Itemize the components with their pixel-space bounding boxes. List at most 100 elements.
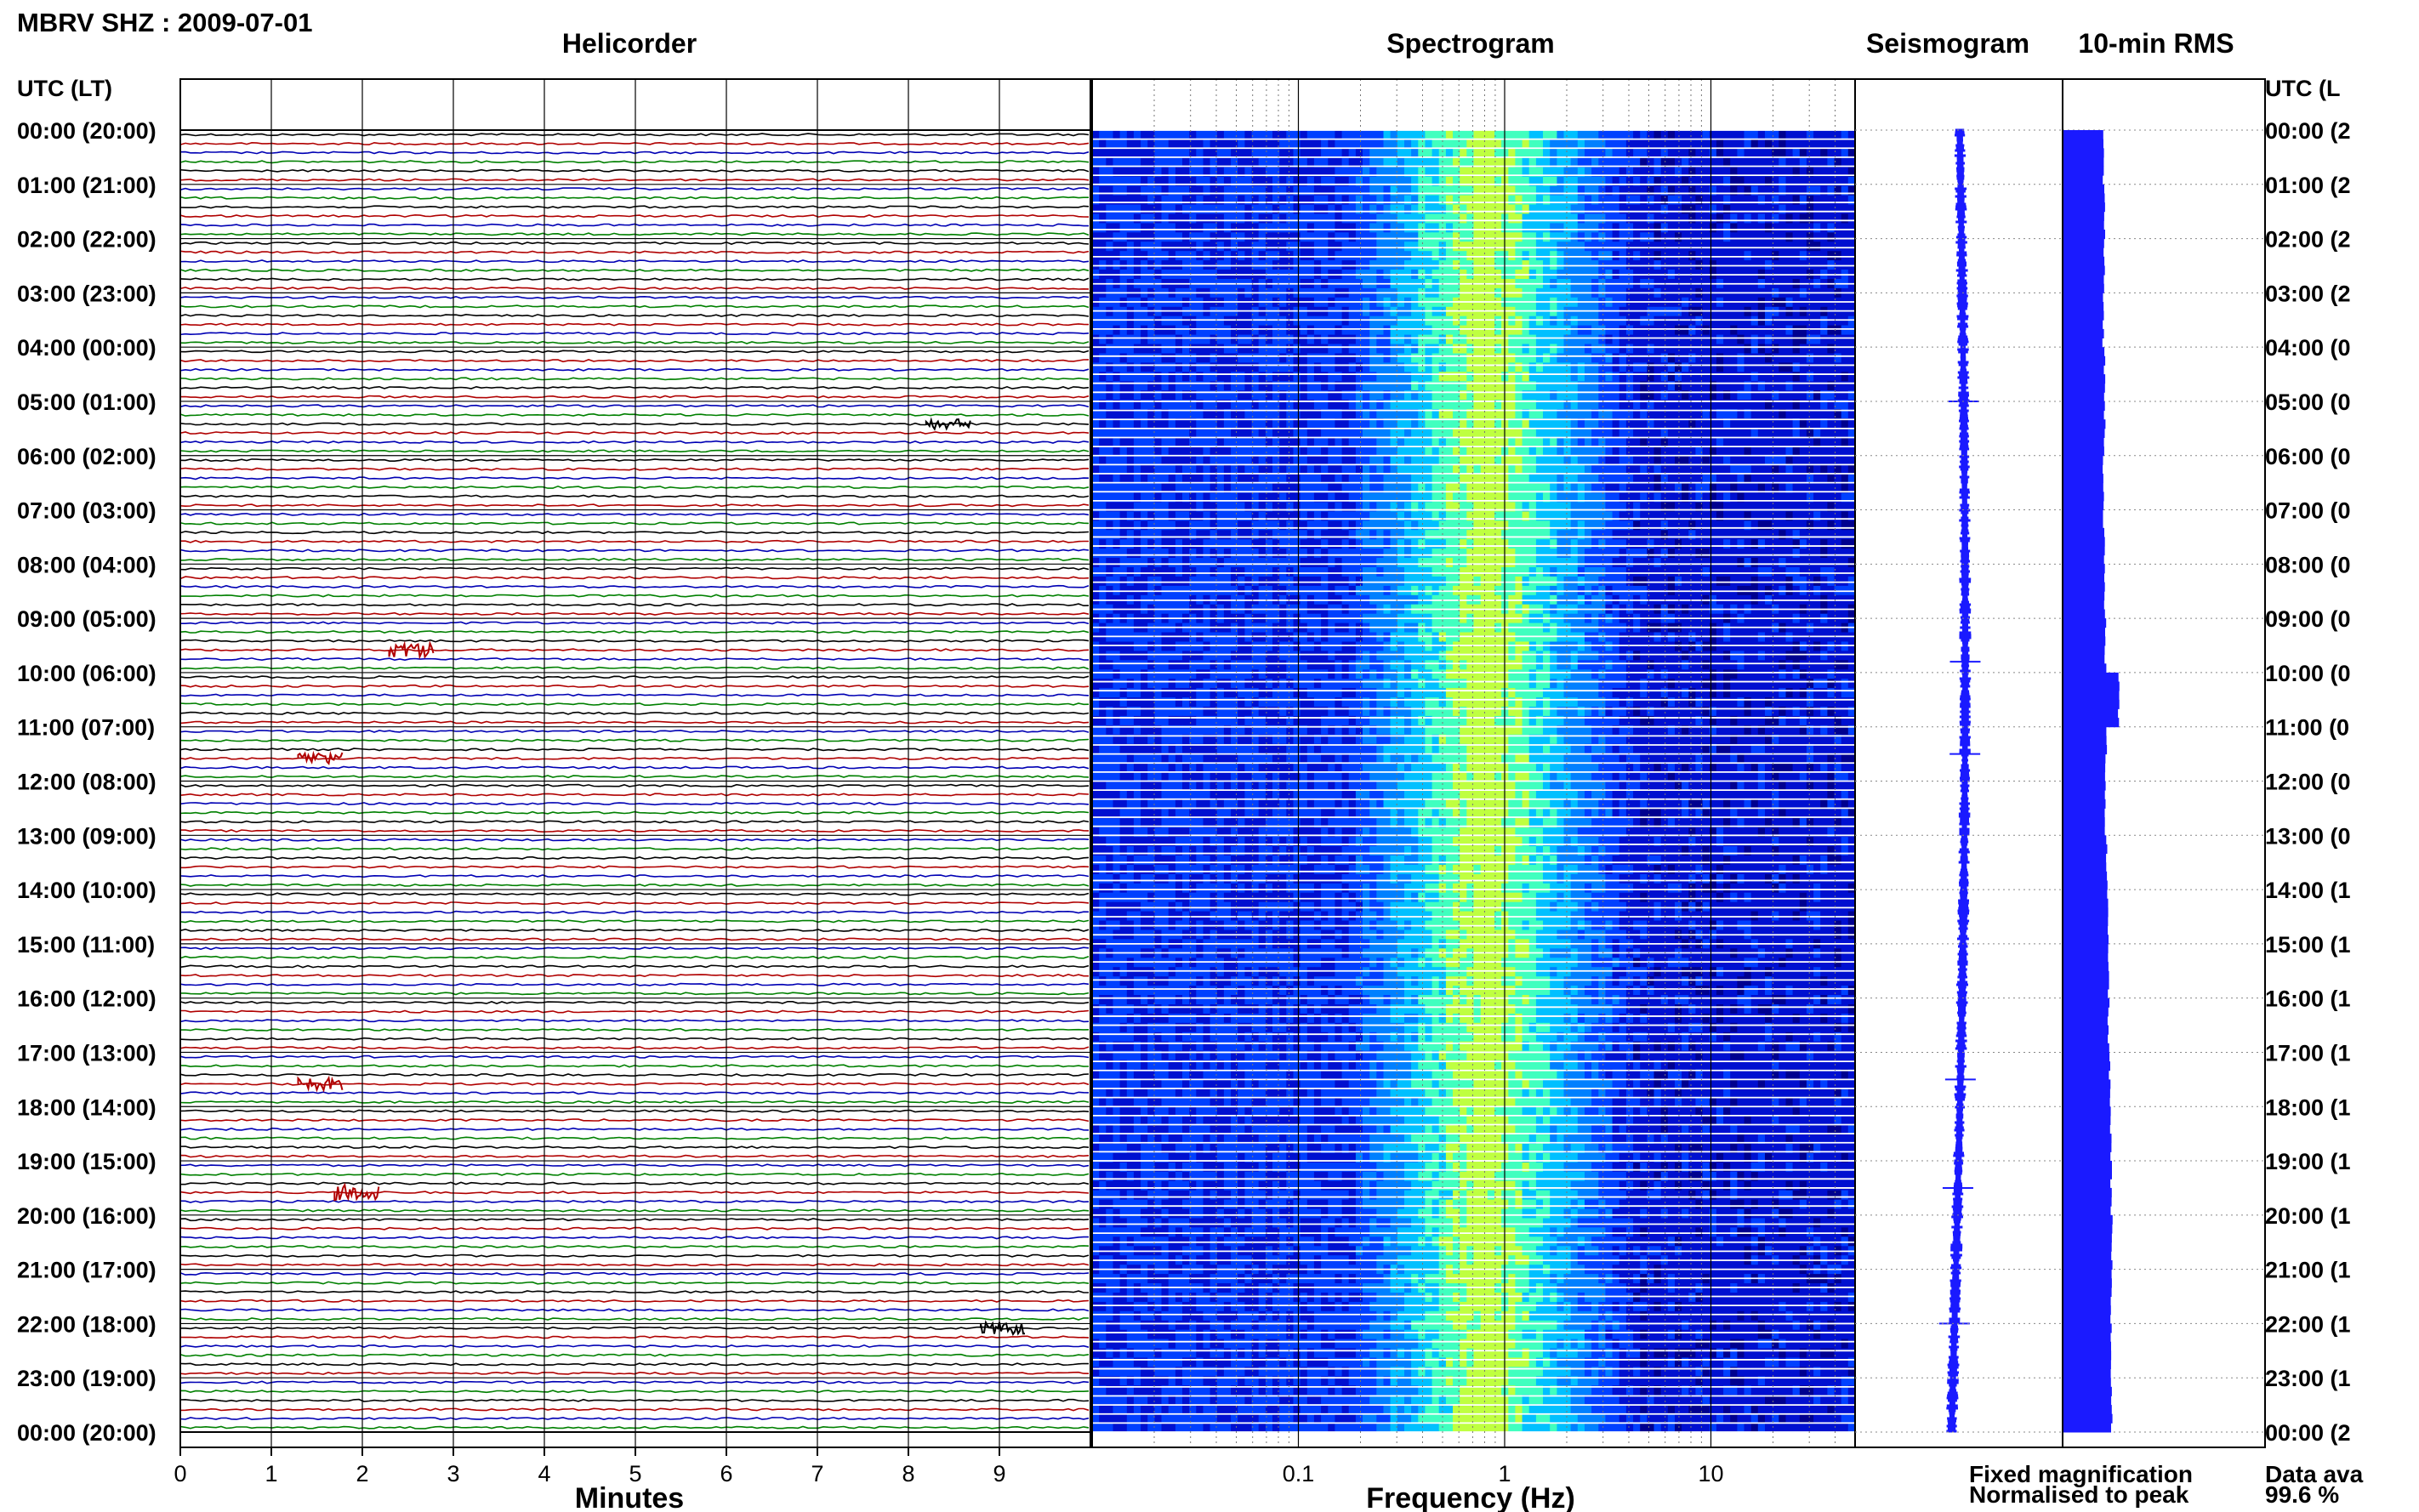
spectrogram-cell [1341, 390, 1350, 401]
spectrogram-cell [1341, 232, 1350, 242]
spectrogram-cell [1508, 390, 1517, 401]
spectrogram-cell [1404, 167, 1412, 178]
spectrogram-cell [1189, 315, 1197, 327]
spectrogram-cell [1300, 464, 1308, 475]
spectrogram-cell [1272, 213, 1280, 224]
spectrogram-cell [1535, 427, 1544, 438]
spectrogram-cell [1480, 195, 1488, 206]
spectrogram-cell [1570, 474, 1579, 485]
spectrogram-cell [1182, 139, 1190, 150]
spectrogram-cell [1827, 530, 1836, 540]
spectrogram-cell [1813, 483, 1821, 494]
spectrogram-cell [1702, 520, 1710, 531]
spectrogram-cell [1348, 520, 1357, 531]
spectrogram-cell [1300, 474, 1308, 485]
spectrogram-cell [1300, 334, 1308, 345]
spectrogram-cell [1730, 372, 1738, 382]
spectrogram-cell [1168, 242, 1176, 252]
spectrogram-cell [1757, 427, 1766, 438]
spectrogram-cell [1682, 213, 1689, 224]
spectrogram-cell [1293, 213, 1301, 224]
spectrogram-cell [1168, 390, 1176, 401]
spectrogram-cell [1189, 157, 1197, 168]
spectrogram-cell [1300, 539, 1308, 549]
spectrogram-cell [1328, 400, 1336, 410]
spectrogram-cell [1425, 474, 1433, 485]
spectrogram-cell [1279, 418, 1287, 429]
spectrogram-cell [1834, 372, 1842, 382]
spectrogram-cell [1258, 362, 1266, 372]
spectrogram-cell [1494, 390, 1502, 401]
spectrogram-cell [1605, 334, 1614, 345]
spectrogram-cell [1369, 176, 1377, 187]
spectrogram-cell [1265, 483, 1273, 494]
spectrogram-cell [1675, 409, 1682, 419]
spectrogram-cell [1535, 176, 1544, 187]
spectrogram-cell [1543, 204, 1551, 214]
spectrogram-cell [1695, 362, 1704, 372]
spectrogram-cell [1557, 213, 1565, 224]
spectrogram-cell [1737, 223, 1745, 233]
spectrogram-cell [1390, 492, 1398, 503]
spectrogram-cell [1647, 315, 1655, 327]
spectrogram-cell [1487, 195, 1495, 206]
spectrogram-cell [1341, 539, 1350, 549]
spectrogram-cell [1827, 390, 1836, 401]
spectrogram-cell [1737, 232, 1745, 242]
spectrogram-cell [1806, 148, 1814, 159]
spectrogram-cell [1515, 483, 1523, 494]
spectrogram-cell [1328, 520, 1336, 531]
spectrogram-cell [1466, 362, 1475, 372]
spectrogram-cell [1702, 474, 1710, 485]
spectrogram-cell [1147, 418, 1155, 429]
spectrogram-cell [1425, 492, 1433, 503]
spectrogram-cell [1203, 325, 1211, 336]
spectrogram-cell [1785, 492, 1794, 503]
spectrogram-cell [1168, 381, 1176, 391]
spectrogram-cell [1675, 418, 1682, 429]
spectrogram-cell [1376, 381, 1385, 391]
spectrogram-cell [1633, 334, 1641, 345]
spectrogram-cell [1716, 223, 1724, 233]
spectrogram-cell [1667, 418, 1676, 429]
spectrogram-cell [1203, 362, 1211, 372]
spectrogram-cell [1487, 464, 1495, 475]
spectrogram-cell [1238, 195, 1245, 206]
spectrogram-cell [1335, 492, 1343, 503]
spectrogram-cell [1321, 325, 1329, 336]
spectrogram-cell [1633, 232, 1641, 242]
spectrogram-cell [1369, 195, 1377, 206]
spectrogram-cell [1182, 344, 1190, 354]
spectrogram-cell [1431, 334, 1440, 345]
spectrogram-cell [1785, 223, 1794, 233]
spectrogram-cell [1328, 195, 1336, 206]
spectrogram-cell [1404, 306, 1412, 317]
spectrogram-cell [1092, 400, 1100, 410]
spectrogram-cell [1216, 492, 1225, 503]
spectrogram-cell [1765, 195, 1773, 206]
spectrogram-cell [1251, 148, 1260, 159]
spectrogram-cell [1619, 464, 1627, 475]
spectrogram-cell [1640, 157, 1648, 168]
spectrogram-cell [1695, 315, 1704, 327]
spectrogram-cell [1411, 139, 1419, 150]
spectrogram-cell [1473, 427, 1482, 438]
spectrogram-cell [1189, 455, 1197, 466]
spectrogram-cell [1133, 455, 1141, 466]
spectrogram-cell [1341, 167, 1350, 178]
spectrogram-cell [1265, 362, 1273, 372]
spectrogram-cell [1335, 455, 1343, 466]
spectrogram-cell [1168, 418, 1176, 429]
spectrogram-cell [1106, 418, 1114, 429]
spectrogram-cell [1494, 492, 1502, 503]
spectrogram-cell [1806, 176, 1814, 187]
spectrogram-cell [1716, 344, 1724, 354]
spectrogram-cell [1633, 167, 1641, 178]
spectrogram-cell [1466, 390, 1475, 401]
spectrogram-cell [1675, 325, 1682, 336]
spectrogram-cell [1702, 455, 1710, 466]
spectrogram-cell [1612, 353, 1620, 363]
spectrogram-cell [1806, 139, 1814, 150]
spectrogram-cell [1431, 223, 1440, 233]
spectrogram-cell [1779, 148, 1787, 159]
